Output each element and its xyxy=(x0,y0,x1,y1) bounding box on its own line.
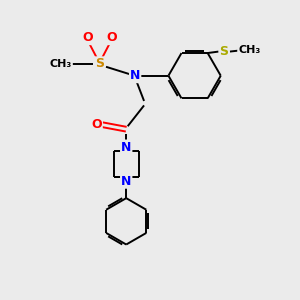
Text: S: S xyxy=(220,45,229,58)
Text: S: S xyxy=(95,57,104,70)
Text: CH₃: CH₃ xyxy=(238,45,260,55)
Text: O: O xyxy=(82,31,93,44)
Text: O: O xyxy=(106,31,117,44)
Text: CH₃: CH₃ xyxy=(50,59,72,69)
Text: N: N xyxy=(121,175,131,188)
Text: N: N xyxy=(121,140,131,154)
Text: O: O xyxy=(91,118,102,131)
Text: N: N xyxy=(130,69,140,82)
